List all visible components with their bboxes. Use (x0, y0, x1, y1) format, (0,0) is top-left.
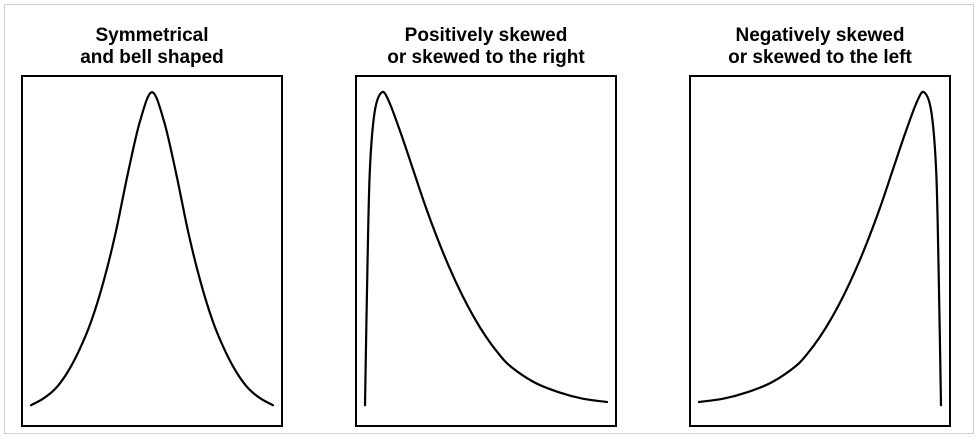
panel-symmetrical: Symmetrical and bell shaped (21, 5, 283, 435)
plot-area (355, 75, 617, 427)
density-curve-line (697, 90, 943, 407)
density-curve-chart (697, 90, 943, 407)
chart-title-line-2: or skewed to the left (728, 47, 912, 68)
density-curve-line (363, 90, 609, 407)
panel-negatively-skewed: Negatively skewed or skewed to the left (689, 5, 951, 435)
chart-title-line-2: or skewed to the right (387, 47, 585, 68)
density-curve-chart (29, 91, 275, 407)
chart-title-line-1: Positively skewed (404, 25, 568, 46)
chart-title: Symmetrical and bell shaped (21, 25, 283, 69)
chart-title-line-1: Symmetrical (95, 25, 209, 46)
density-curve-line (29, 91, 275, 407)
chart-title: Negatively skewed or skewed to the left (689, 25, 951, 69)
chart-title: Positively skewed or skewed to the right (355, 25, 617, 69)
chart-title-line-1: Negatively skewed (735, 25, 905, 46)
plot-area (21, 75, 283, 427)
figure-frame: Symmetrical and bell shaped Positively s… (4, 4, 974, 434)
panel-positively-skewed: Positively skewed or skewed to the right (355, 5, 617, 435)
density-curve-chart (363, 90, 609, 407)
plot-area (689, 75, 951, 427)
chart-title-line-2: and bell shaped (80, 47, 224, 68)
